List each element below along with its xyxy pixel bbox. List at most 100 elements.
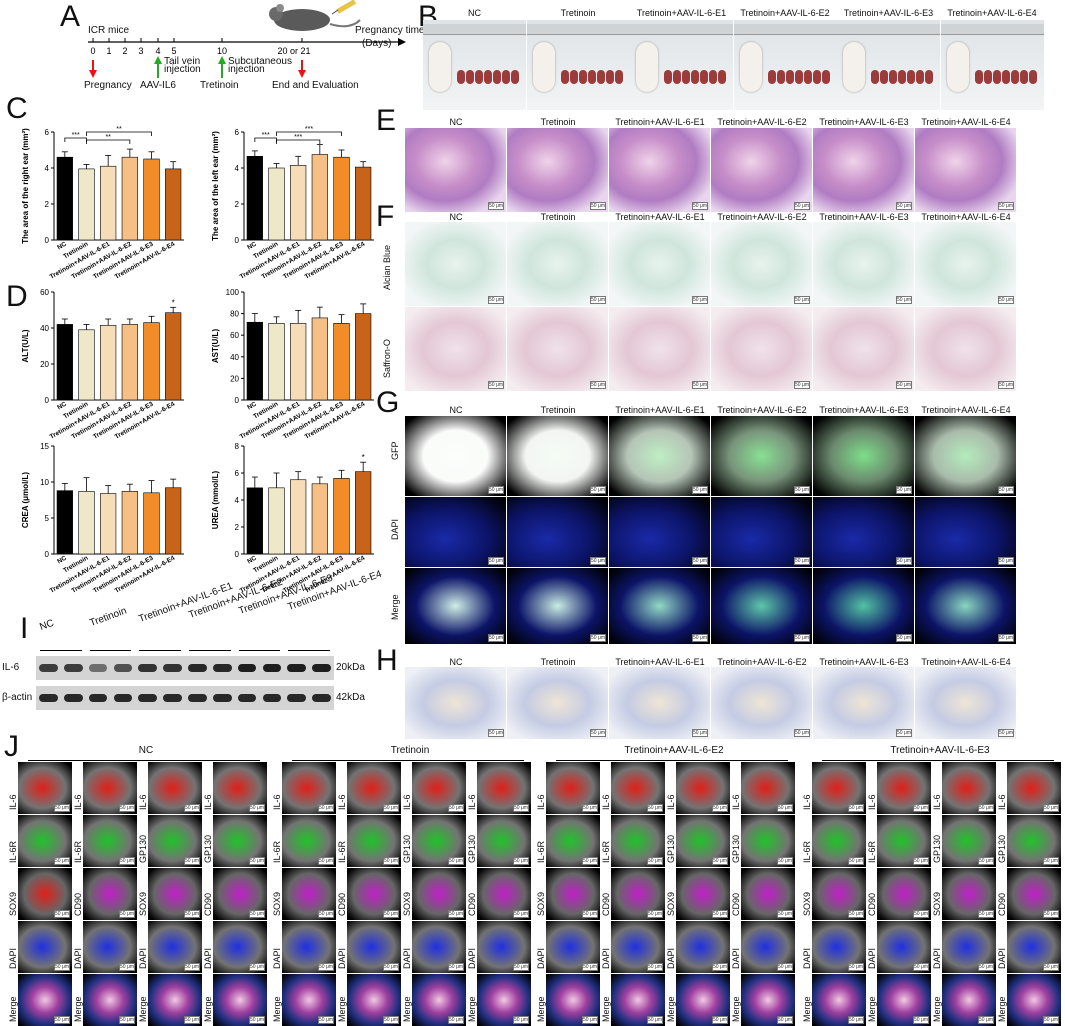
column-header: NC	[449, 117, 463, 127]
scale-bar: 50 μm	[692, 202, 708, 210]
scale-bar: 50 μm	[692, 634, 708, 642]
column-header: Tretinoin+AAV-IL-6-E3	[819, 657, 909, 667]
row-label-merge: Merge	[390, 594, 400, 620]
j-group-label: Tretinoin+AAV-IL-6-E3	[890, 745, 990, 756]
bar	[121, 156, 138, 241]
scale-bar: 50 μm	[692, 729, 708, 737]
ruler	[837, 24, 940, 35]
scale-bar: 50 μm	[318, 804, 334, 812]
green-arrow-icon	[154, 56, 162, 78]
saffron-micrograph: 50 μm	[405, 307, 506, 391]
j-micrograph: 50 μm	[18, 815, 72, 867]
scale-bar: 50 μm	[513, 963, 529, 971]
merge-micrograph: 50 μm	[915, 568, 1016, 644]
blot-group-underline	[238, 650, 281, 651]
j-micrograph: 50 μm	[148, 868, 202, 920]
scale-bar: 50 μm	[712, 1016, 728, 1024]
scale-bar: 50 μm	[318, 1016, 334, 1024]
saffron-micrograph: 50 μm	[711, 307, 812, 391]
j-stain-label: IL-6	[536, 794, 546, 810]
significance-mark: ***	[262, 132, 270, 139]
embryo	[691, 70, 699, 84]
photo-group-label: Tretinoin+AAV-IL-6-E4	[947, 8, 1037, 18]
scale-bar: 50 μm	[913, 857, 929, 865]
scale-bar: 50 μm	[777, 910, 793, 918]
j-micrograph: 50 μm	[412, 815, 466, 867]
blot-row-label: β-actin	[2, 692, 33, 703]
ruler	[526, 24, 630, 35]
y-tick-label: 0	[45, 236, 50, 245]
significance-bracket	[86, 139, 131, 144]
he-micrograph: 50 μm	[711, 128, 812, 212]
blot-band	[113, 694, 133, 702]
j-stain-label: IL-6	[138, 794, 148, 810]
column-header: Tretinoin+AAV-IL-6-E4	[921, 657, 1011, 667]
scale-bar: 50 μm	[119, 910, 135, 918]
y-tick-label: 10	[40, 478, 49, 487]
blot-group-underline	[189, 650, 231, 651]
j-micrograph: 50 μm	[18, 974, 72, 1026]
j-micrograph: 50 μm	[546, 868, 600, 920]
j-micrograph: 50 μm	[611, 974, 665, 1026]
j-stain-label: GP130	[932, 834, 942, 863]
dapi-micrograph: 50 μm	[609, 497, 710, 567]
scale-bar: 50 μm	[383, 804, 399, 812]
embryo	[992, 70, 1001, 84]
j-stain-label: SOX9	[272, 891, 282, 916]
scale-bar: 50 μm	[513, 857, 529, 865]
y-axis-label: The area of the right ear (mm²)	[21, 128, 30, 244]
y-tick-label: 8	[235, 442, 240, 451]
ruler	[940, 24, 1044, 35]
scale-bar: 50 μm	[794, 729, 810, 737]
scale-bar: 50 μm	[448, 910, 464, 918]
blot-strip	[36, 686, 334, 710]
j-micrograph: 50 μm	[1007, 868, 1061, 920]
scale-bar: 50 μm	[119, 804, 135, 812]
embryo	[484, 70, 492, 84]
scale-bar: 50 μm	[777, 857, 793, 865]
x-tick-label: NC	[56, 401, 68, 412]
j-stain-label: CD90	[997, 892, 1007, 916]
row-label-dapi: DAPI	[390, 518, 400, 540]
scale-bar: 50 μm	[712, 963, 728, 971]
syringe-icon	[331, 0, 357, 15]
bar	[268, 167, 285, 241]
scale-bar: 50 μm	[1043, 857, 1059, 865]
j-stain-label: SOX9	[802, 891, 812, 916]
blot-strip	[36, 656, 334, 680]
j-stain-label: DAPI	[8, 947, 18, 969]
mouse-photo	[630, 20, 733, 110]
timeline-tick-label: 5	[171, 46, 176, 56]
j-micrograph: 50 μm	[347, 974, 401, 1026]
row-label-alcian: Alcian Blue	[382, 244, 392, 290]
j-stain-label: CD90	[337, 892, 347, 916]
j-stain-label: Merge	[203, 996, 213, 1022]
column-header: Tretinoin+AAV-IL-6-E2	[717, 212, 807, 222]
saffron-micrograph: 50 μm	[813, 307, 914, 391]
j-micrograph: 50 μm	[877, 868, 931, 920]
scale-bar: 50 μm	[913, 1016, 929, 1024]
j-stain-label: IL-6R	[272, 840, 282, 863]
column-header: Tretinoin+AAV-IL-6-E1	[615, 657, 705, 667]
j-micrograph: 50 μm	[83, 762, 137, 814]
timeline-note-tail: Tail vein injection	[164, 56, 201, 75]
blot-size-label: 42kDa	[336, 692, 365, 703]
scale-bar: 50 μm	[794, 634, 810, 642]
significance-bracket	[276, 131, 342, 136]
blot-band	[312, 664, 331, 672]
scale-bar: 50 μm	[848, 857, 864, 865]
y-tick-label: 2	[45, 200, 50, 209]
scale-bar: 50 μm	[119, 1016, 135, 1024]
scale-bar: 50 μm	[590, 486, 606, 494]
j-micrograph: 50 μm	[213, 762, 267, 814]
timeline-diagram: 0 1 2 3 4 5 10 20 or 21	[88, 0, 406, 78]
gfp-micrograph: 50 μm	[507, 416, 608, 496]
y-tick-label: 60	[230, 331, 239, 340]
embryo	[587, 70, 596, 84]
j-micrograph: 50 μm	[282, 868, 336, 920]
embryo	[709, 70, 717, 84]
scale-bar: 50 μm	[777, 804, 793, 812]
panel-label-g: G	[376, 386, 400, 419]
j-micrograph: 50 μm	[676, 974, 730, 1026]
